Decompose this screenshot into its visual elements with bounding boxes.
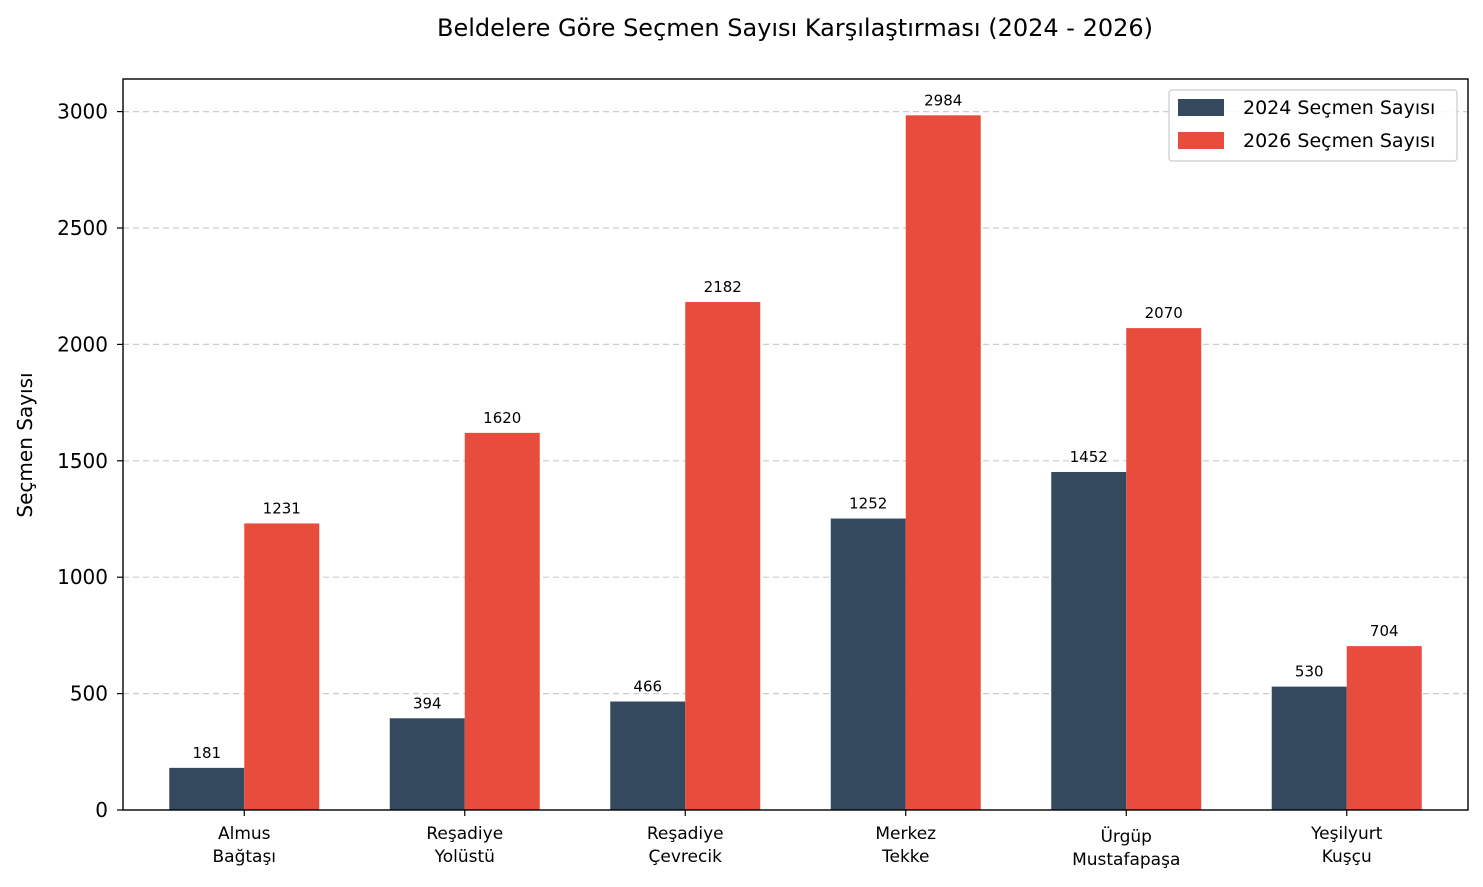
- legend: 2024 Seçmen Sayısı 2026 Seçmen Sayısı: [1168, 89, 1458, 162]
- y-tick-label: 500: [70, 682, 108, 706]
- bar: [830, 518, 906, 810]
- bar: [389, 718, 465, 810]
- legend-box: [1168, 89, 1458, 162]
- x-tick-label: Ürgüp: [1100, 825, 1152, 847]
- data-labels: 181 1231 394 1620 466 2182 1252 2984 1452 2070 530…: [192, 91, 1398, 762]
- data-label: 394: [413, 694, 442, 712]
- y-axis-label: Seçmen Sayısı: [13, 372, 37, 517]
- bar: [244, 523, 320, 810]
- bar: [1126, 328, 1202, 810]
- data-label: 466: [633, 678, 662, 696]
- y-tick-label: 1000: [57, 565, 108, 589]
- bar: [685, 302, 761, 810]
- y-tick-label: 2500: [57, 216, 108, 240]
- bar: [610, 701, 686, 810]
- x-tick-label: Yeşilyurt: [1310, 824, 1383, 844]
- legend-label: 2026 Seçmen Sayısı: [1243, 130, 1435, 152]
- plot-frame: [122, 78, 1469, 811]
- data-label: 704: [1370, 622, 1399, 640]
- legend-swatch: [1178, 132, 1224, 149]
- data-label: 530: [1295, 663, 1324, 681]
- x-tick-label: Almus: [218, 824, 271, 844]
- x-tick-label: Merkez: [875, 824, 936, 844]
- bar: [1271, 686, 1347, 810]
- bar: [905, 115, 981, 810]
- x-tick-label: Kuşçu: [1322, 847, 1372, 867]
- data-label: 2070: [1145, 304, 1183, 322]
- bar: [464, 432, 540, 810]
- data-label: 2182: [704, 278, 742, 296]
- x-tick-label: Tekke: [881, 847, 930, 867]
- x-tick-label: Reşadiye: [647, 824, 724, 844]
- x-tick-label: Mustafapaşa: [1072, 850, 1180, 870]
- data-label: 2984: [924, 91, 962, 109]
- y-tick-label: 2000: [57, 332, 108, 356]
- bar: [1051, 471, 1127, 810]
- bar: [169, 767, 245, 810]
- data-label: 1252: [849, 495, 887, 513]
- legend-swatch: [1178, 99, 1224, 116]
- data-label: 181: [192, 744, 221, 762]
- x-tick-label: Yolüstü: [434, 847, 495, 867]
- y-tick-label: 1500: [57, 449, 108, 473]
- x-tick-label: Bağtaşı: [212, 847, 276, 867]
- chart-title: Beldelere Göre Seçmen Sayısı Karşılaştır…: [437, 14, 1153, 42]
- x-tick-label: Reşadiye: [426, 824, 503, 844]
- y-tick-label: 0: [95, 798, 108, 822]
- y-axis-ticks: 0 500 1000 1500 2000 2500 3000: [57, 100, 123, 822]
- legend-label: 2024 Seçmen Sayısı: [1243, 97, 1435, 119]
- data-label: 1452: [1070, 448, 1108, 466]
- data-label: 1620: [483, 409, 521, 427]
- data-label: 1231: [263, 499, 301, 517]
- x-tick-label: Çevrecik: [649, 847, 723, 867]
- x-axis-ticks: Almus Bağtaşı Reşadiye Yolüstü Reşadiye Çevre…: [212, 810, 1383, 870]
- bar: [1346, 646, 1422, 810]
- bars: [169, 115, 1422, 810]
- gridlines: [123, 110, 1468, 695]
- y-tick-label: 3000: [57, 100, 108, 124]
